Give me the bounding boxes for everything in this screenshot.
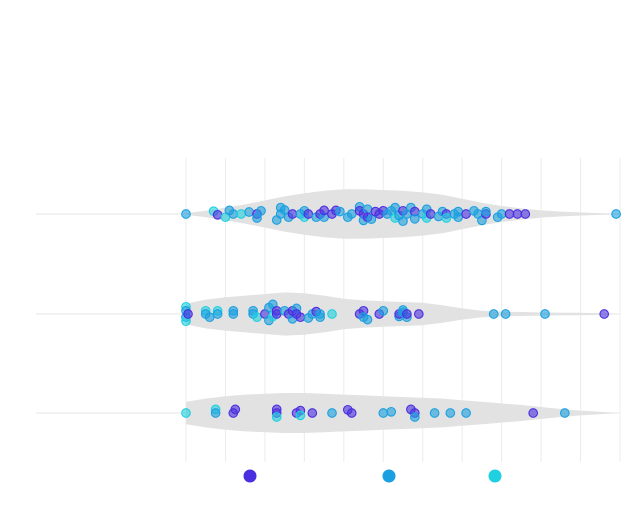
- data-point: [316, 313, 325, 322]
- data-point: [257, 207, 266, 216]
- data-point: [363, 205, 372, 214]
- data-point: [328, 310, 337, 319]
- data-point: [462, 409, 471, 418]
- data-point: [213, 211, 222, 220]
- data-point: [430, 409, 439, 418]
- data-point: [182, 210, 191, 219]
- data-point: [308, 409, 317, 418]
- data-point: [363, 315, 372, 324]
- data-point: [482, 207, 491, 216]
- data-point: [211, 409, 220, 418]
- data-point: [272, 310, 281, 319]
- data-point: [501, 310, 510, 319]
- data-point: [529, 409, 538, 418]
- data-point: [426, 210, 435, 219]
- data-point: [411, 215, 420, 224]
- data-point: [296, 313, 305, 322]
- data-point: [184, 310, 193, 319]
- data-point: [229, 310, 238, 319]
- data-point: [411, 413, 420, 422]
- data-point: [347, 210, 356, 219]
- data-point: [497, 210, 506, 219]
- data-point: [489, 310, 498, 319]
- data-point: [336, 207, 345, 216]
- data-point: [296, 411, 305, 420]
- data-point: [387, 408, 396, 417]
- data-point: [612, 210, 621, 219]
- data-point: [454, 213, 463, 222]
- data-point: [213, 310, 222, 319]
- data-point: [237, 210, 246, 219]
- data-point: [379, 409, 388, 418]
- data-point: [462, 210, 471, 219]
- legend-marker: [244, 470, 257, 483]
- data-point: [328, 409, 337, 418]
- data-point: [320, 206, 329, 215]
- legend: [244, 470, 502, 483]
- data-point: [245, 208, 254, 217]
- data-point: [600, 310, 609, 319]
- legend-marker: [383, 470, 396, 483]
- data-point: [561, 409, 570, 418]
- data-point: [415, 310, 424, 319]
- data-point: [505, 210, 514, 219]
- data-point: [513, 210, 522, 219]
- data-point: [205, 313, 214, 322]
- data-point: [253, 313, 262, 322]
- data-point: [304, 210, 313, 219]
- data-point: [541, 310, 550, 319]
- data-point: [521, 210, 530, 219]
- data-point: [391, 203, 400, 212]
- data-point: [379, 307, 388, 316]
- data-point: [182, 409, 191, 418]
- violin-shape: [186, 393, 612, 433]
- data-point: [446, 409, 455, 418]
- data-point: [403, 310, 412, 319]
- legend-marker: [489, 470, 502, 483]
- data-point: [347, 409, 356, 418]
- data-point: [272, 413, 281, 422]
- data-point: [229, 210, 238, 219]
- data-point: [288, 210, 297, 219]
- data-point: [442, 214, 451, 223]
- data-point: [231, 405, 240, 414]
